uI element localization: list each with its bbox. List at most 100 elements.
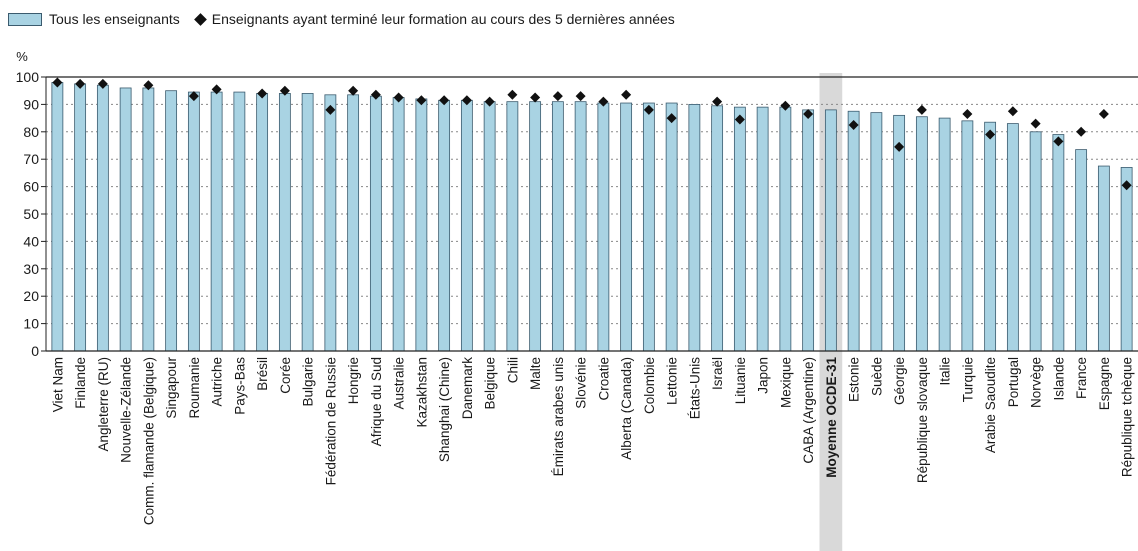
x-tick-label: Lituanie (733, 357, 748, 404)
x-tick-label: Corée (278, 357, 293, 394)
bar (415, 98, 428, 352)
y-tick-label: 80 (23, 124, 39, 140)
legend-marker-label: Enseignants ayant terminé leur formation… (211, 11, 675, 27)
bar (665, 102, 678, 352)
marker-diamond (712, 96, 723, 107)
x-tick-label: Danemark (460, 357, 475, 420)
marker-diamond (666, 113, 677, 124)
bar (688, 104, 701, 352)
x-tick-label: Shanghai (Chine) (437, 357, 452, 462)
y-tick-label: 60 (23, 179, 39, 195)
x-tick-label: Afrique du Sud (369, 357, 384, 446)
x-tick-label: République tchèque (1120, 357, 1135, 477)
bar (870, 112, 883, 352)
x-tick-label: Malte (528, 357, 543, 390)
x-tick-label: France (1074, 357, 1089, 399)
bar (802, 109, 815, 352)
marker-diamond (75, 78, 86, 89)
marker-diamond (1076, 126, 1087, 137)
bar (74, 83, 87, 352)
bar (278, 93, 291, 352)
bar (1052, 134, 1065, 352)
x-tick-label: Belgique (483, 357, 498, 410)
bar (233, 91, 246, 352)
marker-diamond (962, 108, 973, 119)
marker-diamond (916, 104, 927, 115)
bar (574, 101, 587, 352)
x-tick-label: Singapour (164, 357, 179, 419)
bar (256, 93, 269, 352)
bar (347, 94, 360, 352)
marker-diamond (803, 108, 814, 119)
bar (142, 87, 155, 352)
legend-item-recent-teachers: Enseignants ayant terminé leur formation… (193, 11, 675, 27)
bar (301, 93, 314, 352)
marker-diamond (370, 89, 381, 100)
marker-diamond (188, 91, 199, 102)
x-tick-label: Chili (505, 357, 520, 383)
marker-diamond (507, 89, 518, 100)
x-tick-label: Australie (392, 357, 407, 410)
x-tick-label: Colombie (642, 357, 657, 414)
marker-diamond (439, 95, 450, 106)
marker-diamond (393, 92, 404, 103)
marker-diamond (484, 96, 495, 107)
marker-diamond (257, 88, 268, 99)
x-tick-label: Finlande (73, 357, 88, 409)
bar (1029, 131, 1042, 352)
x-tick-label: Autriche (210, 357, 225, 407)
x-tick-label: Japon (756, 357, 771, 394)
bar (1075, 149, 1088, 352)
y-tick-label: 100 (16, 69, 40, 85)
bar (551, 101, 564, 352)
bar (210, 91, 223, 352)
bar (915, 116, 928, 352)
y-tick-label: 90 (23, 96, 39, 112)
bar (824, 109, 837, 352)
marker-diamond (1007, 106, 1018, 117)
marker-diamond (279, 85, 290, 96)
marker-diamond (848, 119, 859, 130)
x-tick-label: Viet Nam (50, 357, 65, 412)
x-tick-label: Brésil (255, 357, 270, 391)
x-tick-label: Pays-Bas (232, 357, 247, 415)
bar (392, 97, 405, 352)
bar (961, 120, 974, 352)
bar (483, 101, 496, 352)
y-tick-label: 40 (23, 233, 39, 249)
x-tick-label: Croatie (596, 357, 611, 401)
x-tick-label: Émirats arabes unis (551, 357, 566, 477)
x-tick-label: Suède (869, 357, 884, 396)
y-tick-label: 70 (23, 151, 39, 167)
bar (779, 106, 792, 352)
marker-diamond (1098, 108, 1109, 119)
y-tick-label: 10 (23, 316, 39, 332)
x-tick-label: Kazakhstan (414, 357, 429, 428)
x-tick-label: Portugal (1006, 357, 1021, 407)
marker-diamond (734, 114, 745, 125)
marker-diamond (416, 95, 427, 106)
x-tick-label: Norvège (1029, 357, 1044, 408)
bar (984, 121, 997, 352)
x-tick-label: Moyenne OCDE-31 (824, 357, 839, 478)
y-tick-label: 20 (23, 288, 39, 304)
bar (847, 110, 860, 352)
x-tick-label: Lettonie (665, 357, 680, 405)
bar (165, 90, 178, 352)
y-tick-label: 50 (23, 206, 39, 222)
bar (460, 99, 473, 352)
x-tick-label: Slovénie (574, 357, 589, 409)
bar (620, 102, 633, 352)
x-tick-label: Israël (710, 357, 725, 390)
marker-diamond (552, 91, 563, 102)
bar (597, 102, 610, 352)
bar (756, 106, 769, 352)
marker-diamond (348, 85, 359, 96)
x-tick-label: Angleterre (RU) (96, 357, 111, 452)
x-tick-label: Roumanie (187, 357, 202, 419)
bar (1120, 167, 1133, 352)
marker-diamond (325, 104, 336, 115)
x-tick-label: Géorgie (892, 357, 907, 405)
bar (711, 105, 724, 352)
